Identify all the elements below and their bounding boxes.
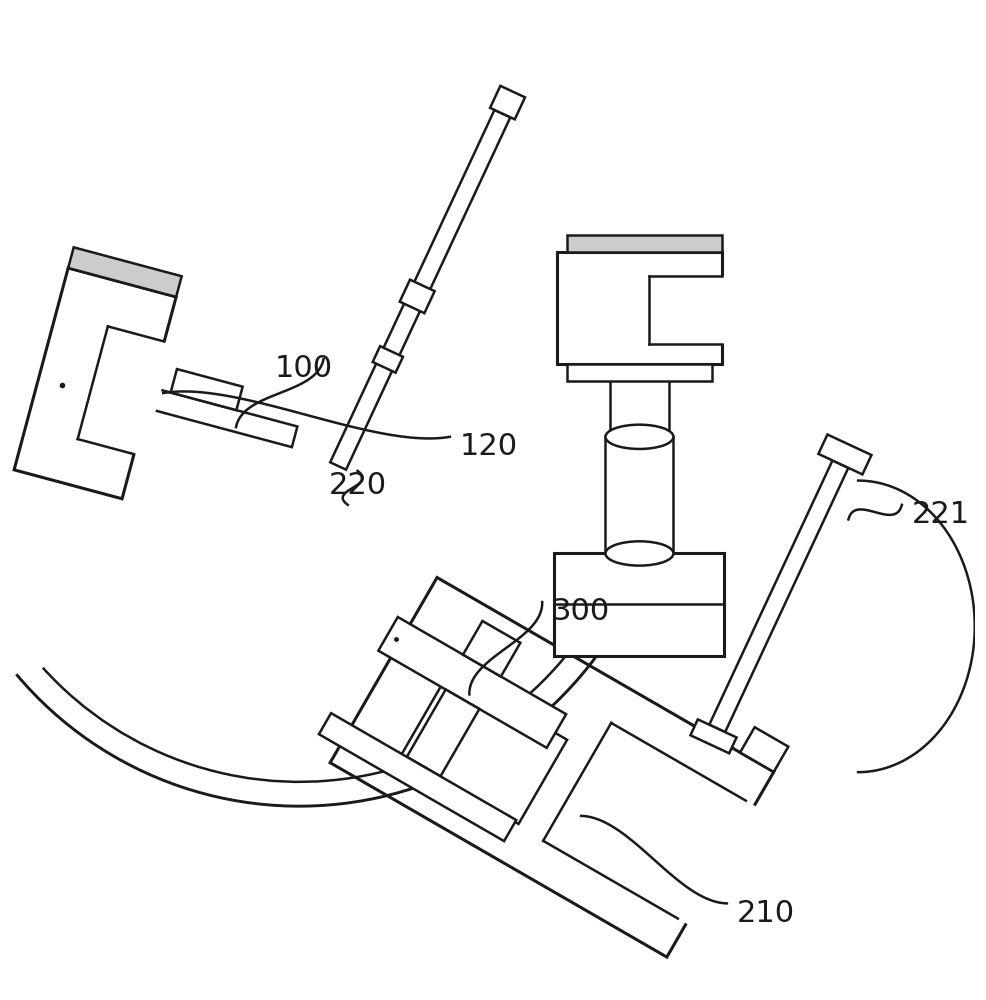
Polygon shape (554, 553, 725, 656)
Polygon shape (818, 434, 872, 474)
Ellipse shape (605, 541, 673, 566)
Polygon shape (490, 86, 525, 119)
Polygon shape (709, 460, 848, 732)
Polygon shape (610, 364, 669, 437)
Polygon shape (318, 713, 517, 841)
Polygon shape (740, 727, 789, 772)
Polygon shape (146, 387, 298, 447)
Polygon shape (330, 110, 511, 470)
Polygon shape (171, 369, 243, 410)
Polygon shape (567, 364, 712, 381)
Polygon shape (78, 326, 174, 457)
Polygon shape (407, 690, 479, 776)
Polygon shape (690, 719, 737, 753)
Text: 220: 220 (328, 471, 387, 500)
Ellipse shape (605, 425, 673, 449)
Text: 300: 300 (552, 597, 610, 626)
Polygon shape (373, 346, 403, 373)
Polygon shape (567, 235, 722, 252)
Text: 120: 120 (459, 432, 518, 461)
Text: 221: 221 (912, 500, 969, 529)
Polygon shape (330, 578, 774, 957)
Polygon shape (399, 280, 435, 313)
Polygon shape (557, 252, 722, 364)
Text: 210: 210 (737, 899, 795, 928)
Polygon shape (605, 437, 673, 553)
Polygon shape (14, 268, 176, 499)
Text: 100: 100 (275, 354, 333, 383)
Polygon shape (463, 621, 521, 677)
Polygon shape (543, 723, 763, 928)
Polygon shape (379, 617, 566, 748)
Polygon shape (400, 672, 567, 824)
Polygon shape (649, 276, 732, 344)
Polygon shape (68, 247, 181, 297)
